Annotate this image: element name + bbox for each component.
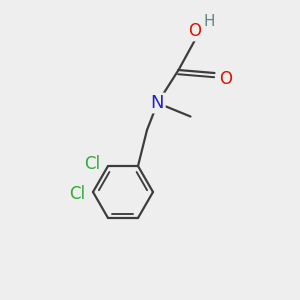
Text: Cl: Cl bbox=[69, 185, 85, 203]
Text: O: O bbox=[188, 22, 201, 40]
Text: H: H bbox=[204, 14, 215, 29]
Text: N: N bbox=[151, 94, 164, 112]
Text: Cl: Cl bbox=[84, 154, 101, 172]
Text: O: O bbox=[219, 70, 232, 88]
